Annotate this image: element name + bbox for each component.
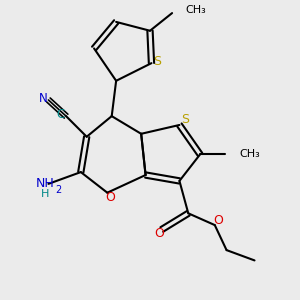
Text: O: O	[213, 214, 223, 227]
Text: O: O	[154, 226, 164, 239]
Text: NH: NH	[36, 177, 55, 190]
Text: 2: 2	[56, 185, 62, 195]
Text: S: S	[153, 55, 161, 68]
Text: O: O	[105, 191, 115, 205]
Text: N: N	[39, 92, 47, 105]
Text: C: C	[57, 108, 65, 121]
Text: CH₃: CH₃	[185, 5, 206, 15]
Text: CH₃: CH₃	[240, 149, 261, 159]
Text: S: S	[181, 112, 189, 126]
Text: H: H	[41, 189, 50, 199]
